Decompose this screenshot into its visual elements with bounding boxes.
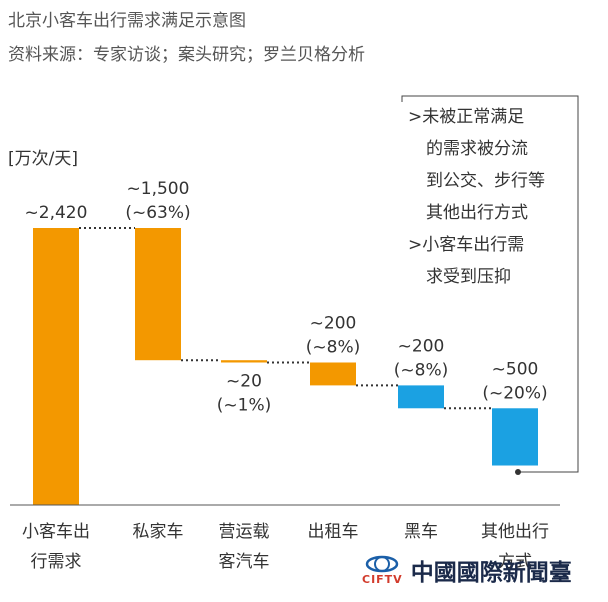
annotation-bracket <box>401 95 579 473</box>
value-label: ~500 <box>492 359 539 379</box>
value-label: (~20%) <box>482 383 547 403</box>
category-label: 私家车 <box>133 522 184 542</box>
category-label: 方式 <box>498 552 532 572</box>
category-label: 其他出行 <box>481 522 549 542</box>
value-label: (~8%) <box>306 337 360 357</box>
category-label: 小客车出 <box>22 522 90 542</box>
annotation-line: >未被正常满足 <box>408 107 524 127</box>
bar <box>221 360 267 363</box>
cgtv-logo: CIFTV <box>362 555 403 586</box>
value-label: (~1%) <box>217 395 271 415</box>
annotation-line: 到公交、步行等 <box>426 171 545 191</box>
value-label: ~20 <box>226 371 262 391</box>
value-label: ~2,420 <box>25 203 88 223</box>
watermark-text: 中國國際新聞臺 <box>410 560 572 586</box>
value-label: ~200 <box>398 336 445 356</box>
annotation-line: 求受到压抑 <box>426 267 511 287</box>
bar <box>33 228 79 505</box>
annotation-line: 的需求被分流 <box>426 139 528 159</box>
bar <box>492 408 538 466</box>
bar <box>310 362 356 386</box>
category-label: 营运载 <box>219 522 270 542</box>
bar <box>135 228 181 361</box>
bar <box>398 385 444 409</box>
category-label: 行需求 <box>31 552 82 572</box>
logo-letters: CIFTV <box>362 572 403 586</box>
category-label: 客汽车 <box>219 552 270 572</box>
unit-label: [万次/天] <box>8 149 78 169</box>
category-label: 黑车 <box>404 522 438 542</box>
chart-source: 资料来源：专家访谈；案头研究；罗兰贝格分析 <box>8 45 365 65</box>
value-label: ~200 <box>310 313 357 333</box>
annotation-line: >小客车出行需 <box>408 235 524 255</box>
watermark: CIFTV 中國國際新聞臺 <box>362 553 572 587</box>
annotation-line: 其他出行方式 <box>426 203 528 223</box>
value-label: ~1,500 <box>127 179 190 199</box>
annotation-dot <box>515 469 521 475</box>
value-label: (~8%) <box>394 360 448 380</box>
category-label: 出租车 <box>308 522 359 542</box>
chart-title: 北京小客车出行需求满足示意图 <box>8 11 246 31</box>
globe-icon <box>366 555 399 572</box>
value-label: (~63%) <box>125 203 190 223</box>
